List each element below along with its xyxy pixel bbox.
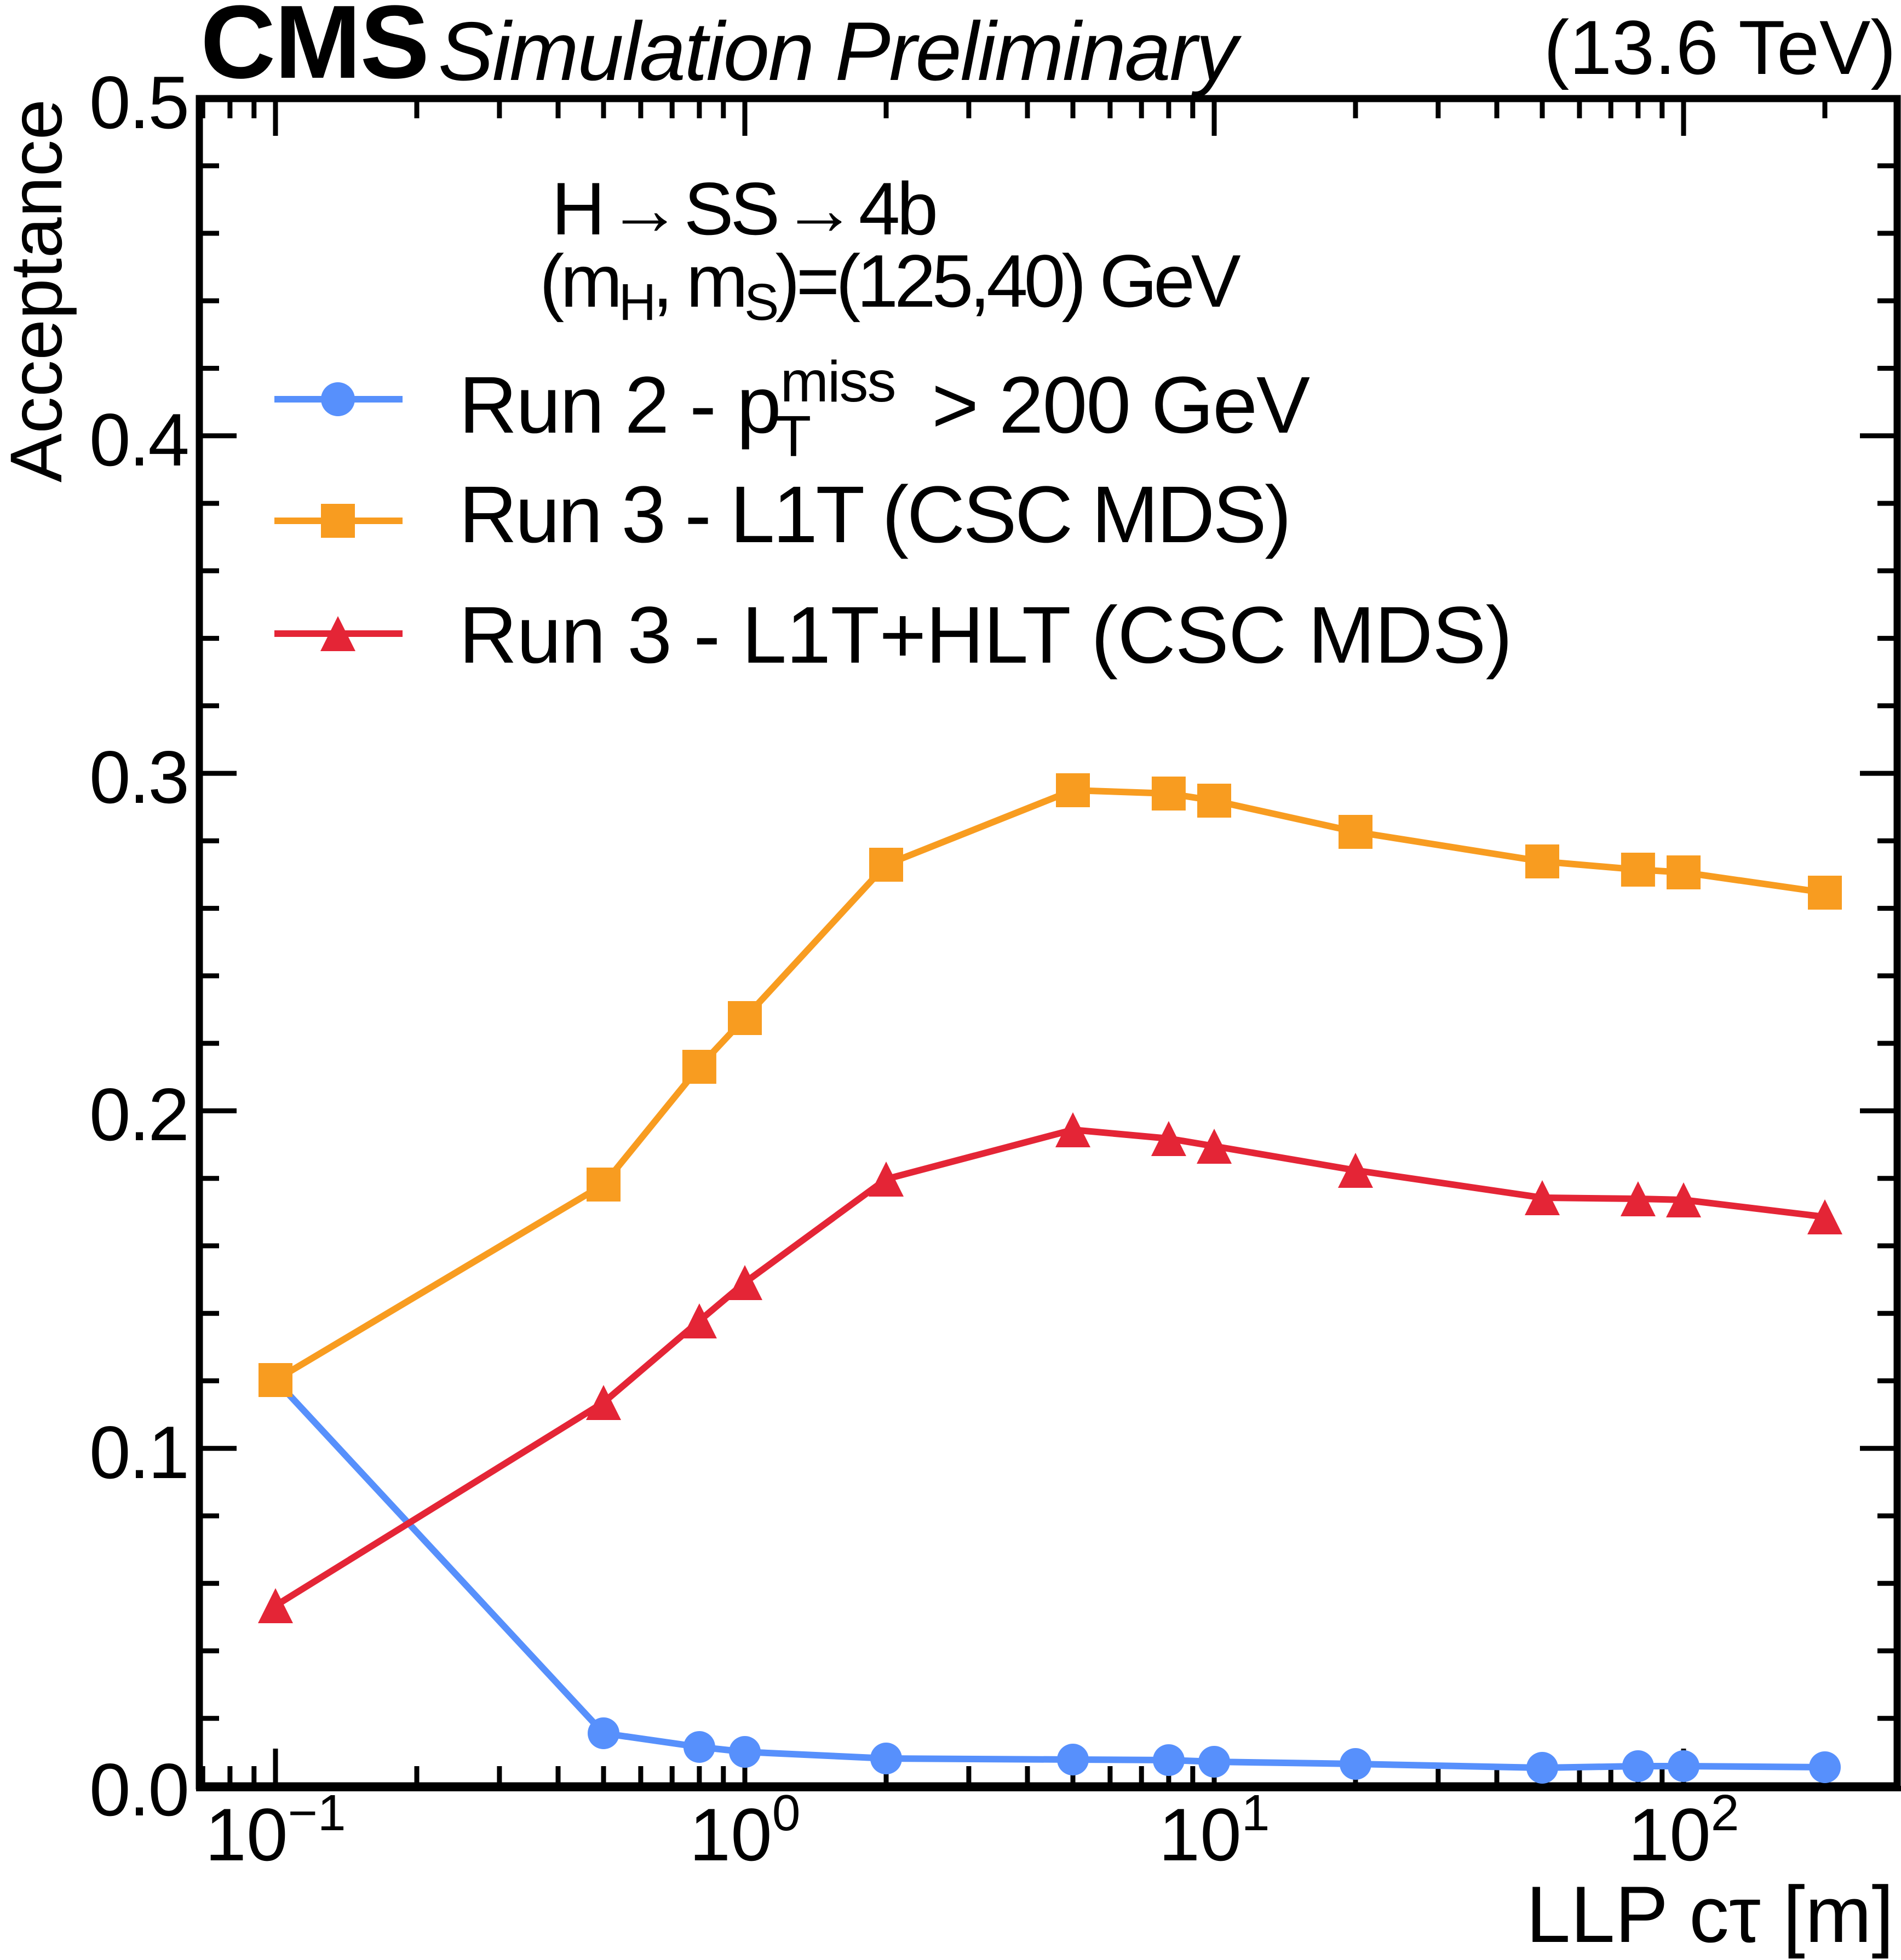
svg-text:CMS: CMS bbox=[200, 0, 428, 100]
svg-text:Run 3 - L1T (CSC MDS): Run 3 - L1T (CSC MDS) bbox=[459, 470, 1290, 560]
svg-text:10−1: 10−1 bbox=[205, 1784, 346, 1876]
svg-text:0.5: 0.5 bbox=[89, 61, 188, 144]
svg-text:0.4: 0.4 bbox=[89, 398, 188, 481]
svg-text:H → SS → 4b: H → SS → 4b bbox=[552, 167, 935, 250]
svg-text:0.0: 0.0 bbox=[89, 1748, 188, 1831]
svg-text:(13.6 TeV): (13.6 TeV) bbox=[1544, 4, 1896, 90]
svg-text:Acceptance: Acceptance bbox=[0, 99, 77, 482]
svg-text:100: 100 bbox=[689, 1784, 800, 1876]
svg-text:0.1: 0.1 bbox=[89, 1411, 188, 1494]
svg-text:Run 3 - L1T+HLT (CSC MDS): Run 3 - L1T+HLT (CSC MDS) bbox=[459, 590, 1512, 680]
svg-text:LLP cτ [m]: LLP cτ [m] bbox=[1526, 1870, 1894, 1959]
svg-text:0.3: 0.3 bbox=[89, 735, 188, 819]
svg-text:(mH, mS)=(125,40) GeV: (mH, mS)=(125,40) GeV bbox=[539, 239, 1241, 331]
svg-text:0.2: 0.2 bbox=[89, 1073, 188, 1156]
svg-text:Simulation Preliminary: Simulation Preliminary bbox=[438, 5, 1242, 98]
